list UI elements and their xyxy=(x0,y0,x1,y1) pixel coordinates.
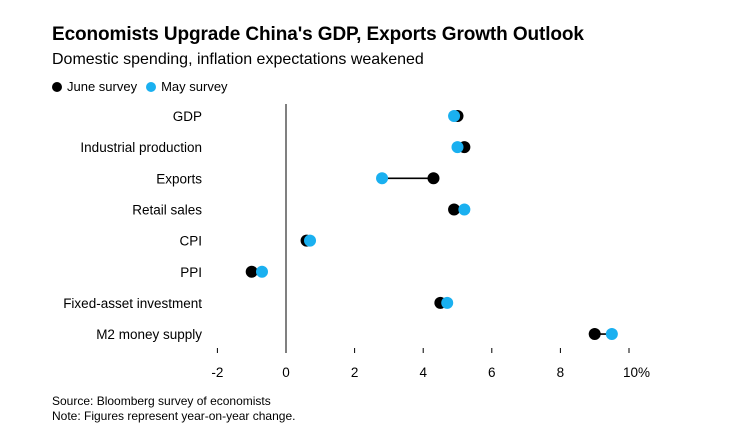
may-survey-dot xyxy=(451,141,464,154)
x-tick-label: 10% xyxy=(623,365,650,380)
may-survey-dot xyxy=(376,172,389,185)
may-survey-dot xyxy=(448,110,461,122)
category-label: Exports xyxy=(156,171,202,186)
category-label: Industrial production xyxy=(80,140,202,155)
x-tick-label: 8 xyxy=(557,365,565,380)
legend-june-marker xyxy=(52,81,62,92)
chart-subtitle: Domestic spending, inflation expectation… xyxy=(52,51,424,68)
may-survey-dot xyxy=(255,265,268,278)
category-label: CPI xyxy=(179,234,202,249)
source-note: Source: Bloomberg survey of economists xyxy=(52,394,271,408)
x-tick-label: 6 xyxy=(488,365,496,380)
may-survey-dot xyxy=(441,296,454,309)
june-survey-dot xyxy=(448,203,461,216)
x-tick-label: -2 xyxy=(211,365,223,380)
category-label: M2 money supply xyxy=(96,327,202,342)
june-survey-dot xyxy=(588,328,601,341)
footnote: Note: Figures represent year-on-year cha… xyxy=(52,409,296,423)
legend-item-june: June survey xyxy=(52,79,137,94)
may-survey-dot xyxy=(458,203,471,216)
legend-may-label: May survey xyxy=(161,79,228,94)
legend: June survey May survey xyxy=(52,79,237,94)
june-survey-dot xyxy=(427,172,440,185)
category-label: PPI xyxy=(180,265,202,280)
x-tick-label: 2 xyxy=(351,365,359,380)
category-label: GDP xyxy=(173,109,202,124)
chart-footer: Source: Bloomberg survey of economists N… xyxy=(52,394,295,424)
june-survey-dot xyxy=(245,265,258,278)
may-survey-dot xyxy=(605,328,618,341)
legend-item-may: May survey xyxy=(146,79,228,94)
legend-may-marker xyxy=(146,81,157,92)
category-label: Retail sales xyxy=(132,202,202,217)
x-tick-label: 4 xyxy=(419,365,427,380)
category-label: Fixed-asset investment xyxy=(63,296,202,311)
x-tick-label: 0 xyxy=(282,365,290,380)
chart-title: Economists Upgrade China's GDP, Exports … xyxy=(52,24,584,45)
may-survey-dot xyxy=(304,234,317,247)
legend-june-label: June survey xyxy=(67,79,138,94)
